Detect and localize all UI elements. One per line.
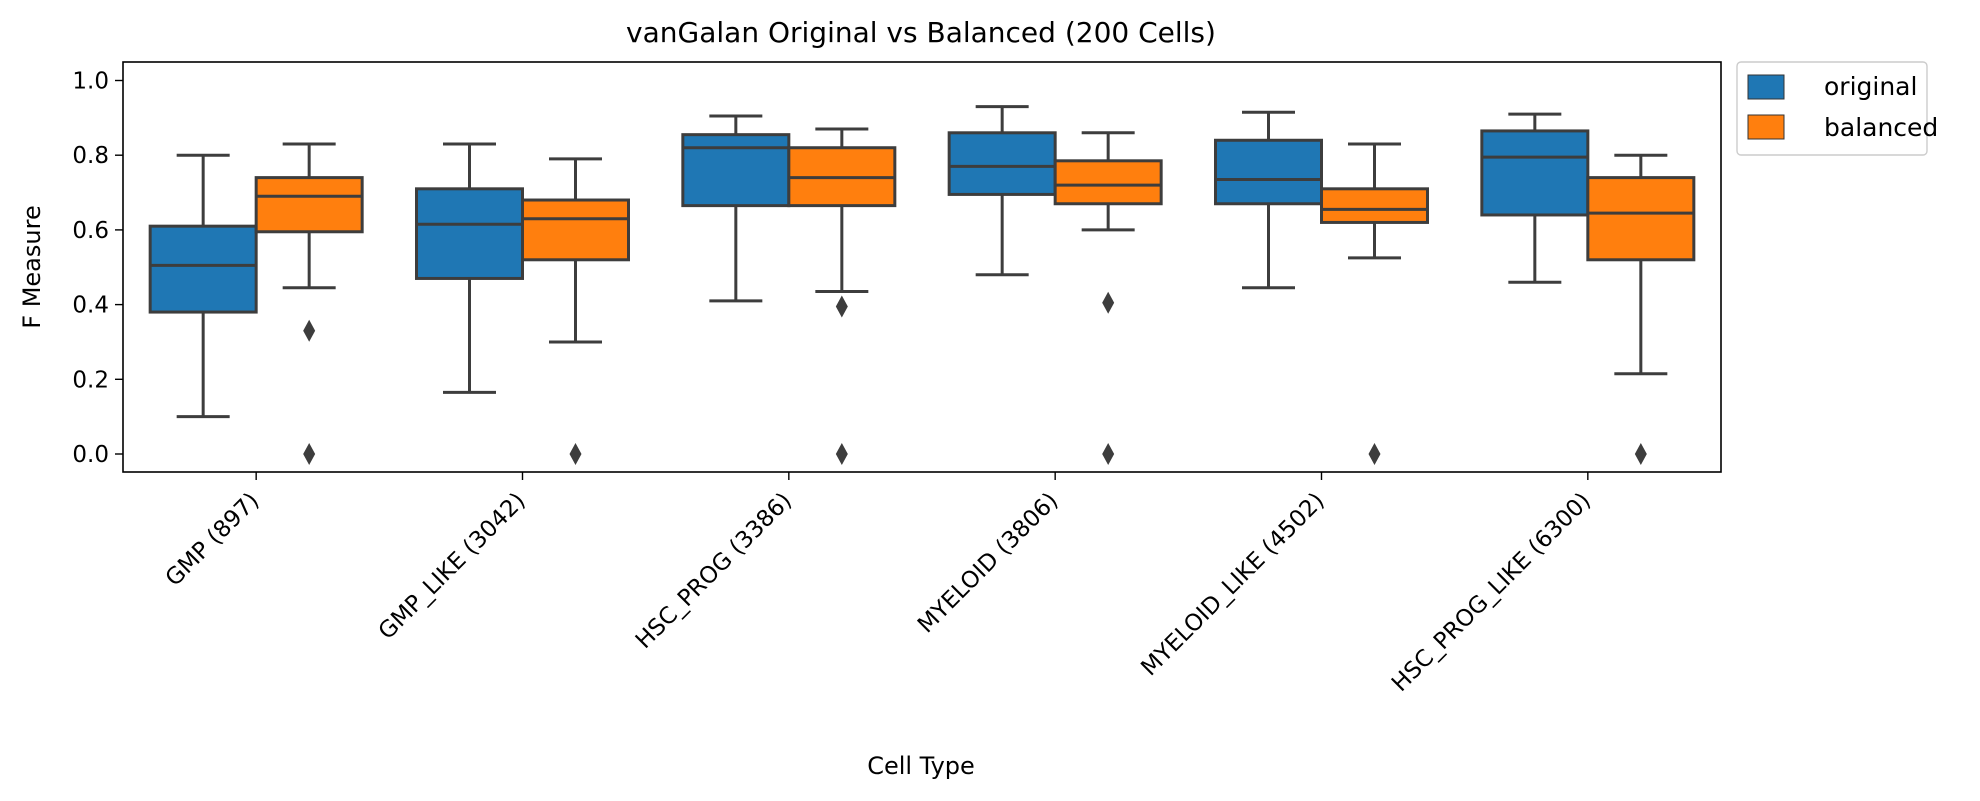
box-iqr (415, 187, 524, 280)
x-tick-label: MYELOID_LIKE (4502) (1136, 488, 1329, 681)
box-iqr (521, 198, 630, 262)
box-iqr (1053, 159, 1163, 206)
box-balanced (1586, 153, 1696, 465)
y-tick-label: 0.8 (72, 143, 109, 169)
box-original (148, 153, 258, 419)
box-balanced (1320, 142, 1429, 465)
box-iqr (1320, 187, 1429, 224)
outlier-point (1368, 443, 1381, 465)
x-tick-label: MYELOID (3806) (913, 488, 1063, 638)
box-balanced (521, 157, 630, 465)
box-iqr (1480, 129, 1590, 217)
y-tick-label: 0.2 (72, 367, 109, 393)
box-iqr (254, 176, 364, 234)
legend-swatch-original (1747, 74, 1785, 100)
box-iqr (1214, 138, 1323, 206)
legend: original balanced (1736, 61, 1938, 156)
x-axis-label: Cell Type (867, 752, 975, 780)
y-axis-label: F Measure (18, 205, 46, 328)
plot-area (148, 105, 1696, 465)
plot-frame (122, 61, 1722, 473)
box-original (1214, 110, 1323, 290)
chart-title: vanGalan Original vs Balanced (200 Cells… (626, 16, 1216, 49)
box-iqr (1586, 176, 1696, 262)
box-original (1480, 112, 1590, 284)
outlier-point (835, 295, 848, 318)
x-tick-label: HSC_PROG_LIKE (6300) (1387, 488, 1596, 697)
box-iqr (148, 224, 258, 314)
y-tick-label: 1.0 (72, 69, 109, 95)
box-original (681, 114, 791, 303)
legend-label-original: original (1824, 72, 1917, 101)
outlier-point (1102, 291, 1115, 314)
box-balanced (1053, 131, 1163, 465)
x-tick-label: HSC_PROG (3386) (631, 488, 797, 654)
x-axis: GMP (897) GMP_LIKE (3042) HSC_PROG (3386) M… (161, 472, 1596, 697)
outlier-point (569, 443, 582, 465)
box-balanced (787, 127, 897, 465)
box-original (947, 105, 1057, 277)
legend-swatch-balanced (1747, 114, 1785, 140)
box-original (415, 142, 524, 394)
y-tick-label: 0.6 (72, 218, 109, 244)
x-tick-label: GMP (897) (161, 488, 265, 592)
box-balanced (254, 142, 364, 465)
outlier-point (303, 443, 316, 465)
x-tick-label: GMP_LIKE (3042) (374, 488, 531, 645)
box-iqr (681, 133, 791, 208)
y-tick-label: 0.0 (72, 442, 109, 468)
outlier-point (835, 443, 848, 465)
y-tick-label: 0.4 (72, 293, 109, 319)
outlier-point (303, 319, 316, 342)
legend-label-balanced: balanced (1824, 113, 1938, 142)
y-axis: 0.0 0.2 0.4 0.6 0.8 1.0 (72, 69, 123, 468)
box-iqr (947, 131, 1057, 196)
outlier-point (1102, 443, 1115, 465)
outlier-point (1634, 443, 1647, 465)
